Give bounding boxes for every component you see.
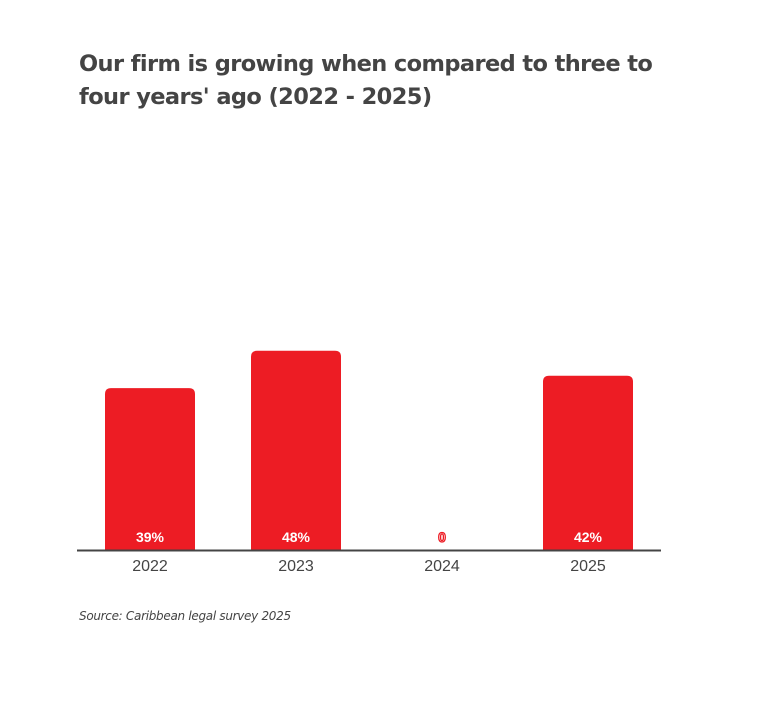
bar-2025	[543, 375, 633, 550]
x-tick-label-2024: 2024	[424, 558, 460, 575]
chart-title: Our firm is growing when compared to thr…	[79, 51, 653, 110]
data-label-2023: 48%	[282, 529, 311, 545]
x-tick-label-2022: 2022	[132, 558, 168, 575]
data-label-2022: 39%	[136, 529, 165, 545]
data-label-2024: 0	[438, 529, 446, 545]
x-tick-label-2023: 2023	[278, 558, 314, 575]
x-tick-label-2025: 2025	[570, 558, 606, 575]
bar-2022	[105, 388, 195, 550]
bar-2023	[251, 350, 341, 550]
chart-source: Source: Caribbean legal survey 2025	[79, 609, 291, 623]
data-label-2025: 42%	[574, 529, 603, 545]
